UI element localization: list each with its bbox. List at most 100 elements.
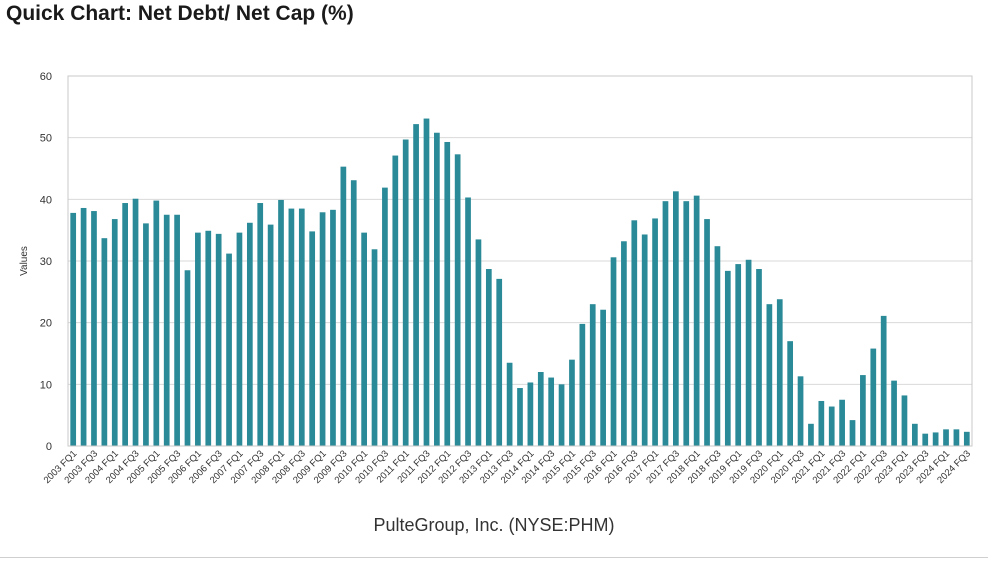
bar [527, 382, 534, 446]
bar [901, 395, 908, 446]
bar [330, 209, 336, 446]
bar [600, 309, 606, 446]
bar [91, 211, 97, 446]
chart-title: Quick Chart: Net Debt/ Net Cap (%) [6, 2, 354, 25]
bar [953, 429, 960, 446]
bar [444, 141, 451, 447]
bar [776, 299, 783, 446]
bar [766, 304, 773, 446]
bar [496, 278, 503, 446]
bar [163, 214, 170, 446]
bar [246, 222, 253, 446]
bar [787, 341, 794, 446]
bar [319, 212, 326, 446]
bar [298, 208, 305, 446]
bar [257, 203, 264, 446]
plot-frame [67, 75, 973, 447]
bar [195, 232, 201, 446]
bar [184, 270, 191, 446]
bar [922, 433, 929, 446]
bar [745, 259, 752, 446]
bar [860, 375, 866, 446]
bar [382, 187, 388, 446]
y-tick-label: 0 [46, 441, 52, 453]
company-name: PulteGroup, Inc. (NYSE:PHM) [373, 515, 615, 535]
bar [132, 198, 139, 446]
bar [267, 224, 274, 446]
bar [724, 270, 731, 446]
bar [434, 132, 440, 447]
bar [413, 124, 419, 446]
bar [143, 223, 149, 446]
bar [122, 203, 128, 446]
bar [101, 238, 108, 446]
bar [548, 377, 555, 446]
bar [454, 154, 461, 446]
bar [631, 220, 638, 446]
y-tick-label: 30 [40, 256, 52, 268]
bars [70, 118, 970, 447]
bar [537, 372, 544, 446]
bar [465, 197, 471, 446]
bar [215, 233, 222, 446]
bar [963, 431, 970, 446]
bar [621, 241, 627, 446]
bar [579, 323, 586, 446]
bar [402, 139, 409, 446]
y-tick-label: 20 [40, 318, 52, 330]
bar [174, 214, 180, 446]
bar [828, 406, 835, 446]
bar [797, 376, 804, 446]
bar [704, 219, 710, 446]
bar [475, 239, 482, 446]
y-tick-label: 60 [40, 71, 52, 83]
bar [392, 155, 399, 447]
bar [205, 230, 212, 446]
bar [80, 207, 87, 446]
y-axis-label: Values [19, 246, 30, 276]
bar [693, 195, 700, 446]
bar [423, 118, 430, 447]
bar [506, 362, 513, 446]
bar [943, 429, 949, 446]
bar [870, 348, 877, 446]
bar [641, 234, 648, 446]
bar [236, 232, 243, 446]
bar [735, 264, 742, 446]
bottom-divider [0, 557, 988, 558]
bar [818, 400, 825, 446]
bar [226, 253, 232, 446]
bar [911, 423, 918, 446]
bar [756, 269, 762, 446]
bar [111, 219, 118, 446]
bar [662, 201, 669, 446]
bar [932, 432, 939, 446]
bar [485, 269, 492, 446]
y-tick-label: 10 [40, 379, 52, 391]
bar [891, 380, 897, 446]
bar [361, 232, 367, 446]
bar [880, 315, 887, 446]
bar [340, 166, 347, 446]
y-tick-labels: 0 10 20 30 40 50 60 [40, 71, 52, 453]
bar [371, 249, 378, 446]
bar [839, 399, 845, 446]
bar [652, 218, 658, 446]
bar [589, 304, 596, 446]
y-tick-label: 40 [40, 194, 52, 206]
bar [288, 208, 295, 446]
bar [309, 231, 316, 446]
bar [610, 257, 617, 446]
bar [70, 212, 77, 446]
bar [849, 420, 856, 446]
bar [517, 388, 523, 446]
y-tick-label: 50 [40, 133, 52, 145]
bar [808, 423, 814, 446]
bar [350, 180, 357, 446]
bar [673, 191, 679, 446]
bar [153, 200, 160, 446]
bar [558, 384, 565, 446]
bar [714, 246, 721, 446]
